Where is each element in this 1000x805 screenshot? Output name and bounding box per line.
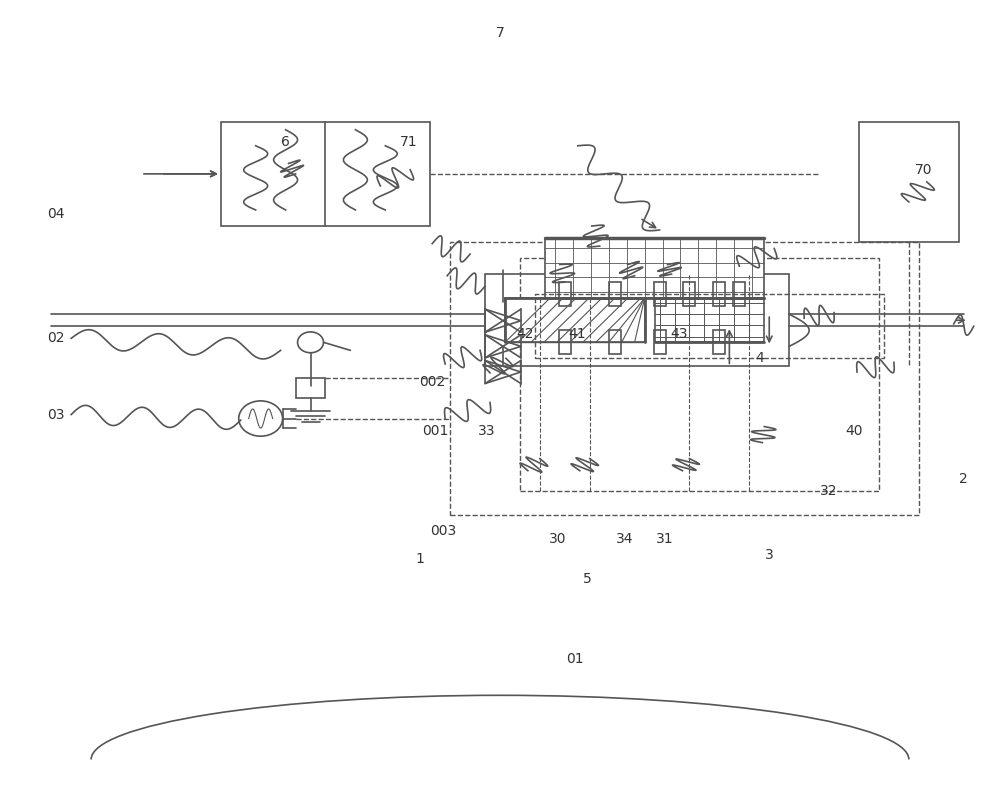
Text: 42: 42 [516,328,534,341]
Bar [655,298,764,342]
Text: 3: 3 [765,548,774,562]
Text: 4: 4 [755,351,764,365]
Text: 001: 001 [422,423,448,438]
Text: 2: 2 [959,472,968,485]
Bar [485,275,789,366]
Bar [520,258,879,491]
Text: 71: 71 [399,134,417,149]
Bar [733,283,745,306]
Text: 7: 7 [496,27,504,40]
Text: 40: 40 [845,423,863,438]
Text: 32: 32 [820,484,838,497]
Text: 30: 30 [549,532,567,546]
Bar [654,283,666,306]
Text: 1: 1 [416,552,425,566]
Bar [559,283,571,306]
Bar [683,283,695,306]
Text: 5: 5 [583,572,592,586]
Text: 003: 003 [430,524,456,538]
Text: 002: 002 [419,375,445,390]
Bar [221,122,430,226]
Text: 34: 34 [616,532,633,546]
Text: 6: 6 [281,134,290,149]
Bar [713,330,725,354]
Text: 03: 03 [47,407,65,422]
Text: 04: 04 [47,207,65,221]
Bar [450,242,919,515]
Bar [535,294,884,358]
Bar [859,122,959,242]
Text: 41: 41 [568,328,586,341]
Bar [296,378,325,398]
Text: 33: 33 [478,423,496,438]
Text: 31: 31 [656,532,673,546]
Bar [609,330,621,354]
Text: 43: 43 [671,328,688,341]
Bar [545,238,764,298]
Bar [609,283,621,306]
Bar [559,330,571,354]
Text: 01: 01 [566,652,584,667]
Text: 02: 02 [47,332,65,345]
Bar [505,298,645,342]
Bar [654,330,666,354]
Bar [713,283,725,306]
Text: 70: 70 [915,163,933,177]
